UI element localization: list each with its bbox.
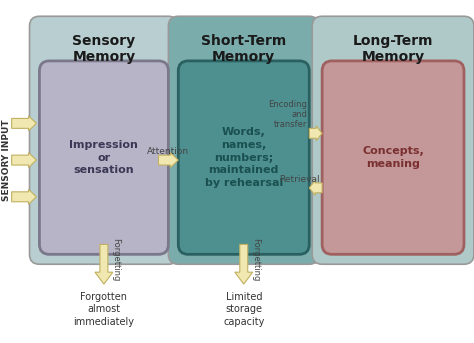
- FancyArrow shape: [235, 245, 253, 284]
- Text: Forgetting: Forgetting: [111, 238, 120, 281]
- Text: Concepts,
meaning: Concepts, meaning: [362, 146, 424, 169]
- FancyArrow shape: [309, 126, 322, 141]
- FancyBboxPatch shape: [168, 16, 319, 264]
- Text: Sensory
Memory: Sensory Memory: [73, 34, 136, 64]
- FancyArrow shape: [12, 153, 36, 167]
- Text: Forgetting: Forgetting: [251, 238, 260, 281]
- FancyArrow shape: [309, 180, 322, 195]
- FancyArrow shape: [12, 189, 36, 204]
- Text: Attention: Attention: [147, 147, 190, 156]
- FancyBboxPatch shape: [322, 61, 464, 254]
- Text: Short-Term
Memory: Short-Term Memory: [201, 34, 286, 64]
- FancyArrow shape: [158, 153, 178, 167]
- Text: Forgotten
almost
immediately: Forgotten almost immediately: [73, 292, 135, 327]
- Text: Retrieval: Retrieval: [280, 175, 320, 184]
- Text: Encoding
and
transfer: Encoding and transfer: [268, 99, 307, 129]
- FancyBboxPatch shape: [178, 61, 309, 254]
- Text: Limited
storage
capacity: Limited storage capacity: [223, 292, 264, 327]
- Text: Words,
names,
numbers;
maintained
by rehearsal: Words, names, numbers; maintained by reh…: [205, 127, 283, 188]
- FancyBboxPatch shape: [312, 16, 474, 264]
- Text: SENSORY INPUT: SENSORY INPUT: [2, 119, 11, 201]
- FancyArrow shape: [95, 245, 113, 284]
- FancyArrow shape: [12, 116, 36, 131]
- Text: Long-Term
Memory: Long-Term Memory: [353, 34, 433, 64]
- Text: Impression
or
sensation: Impression or sensation: [70, 140, 138, 175]
- FancyBboxPatch shape: [39, 61, 168, 254]
- FancyBboxPatch shape: [29, 16, 178, 264]
